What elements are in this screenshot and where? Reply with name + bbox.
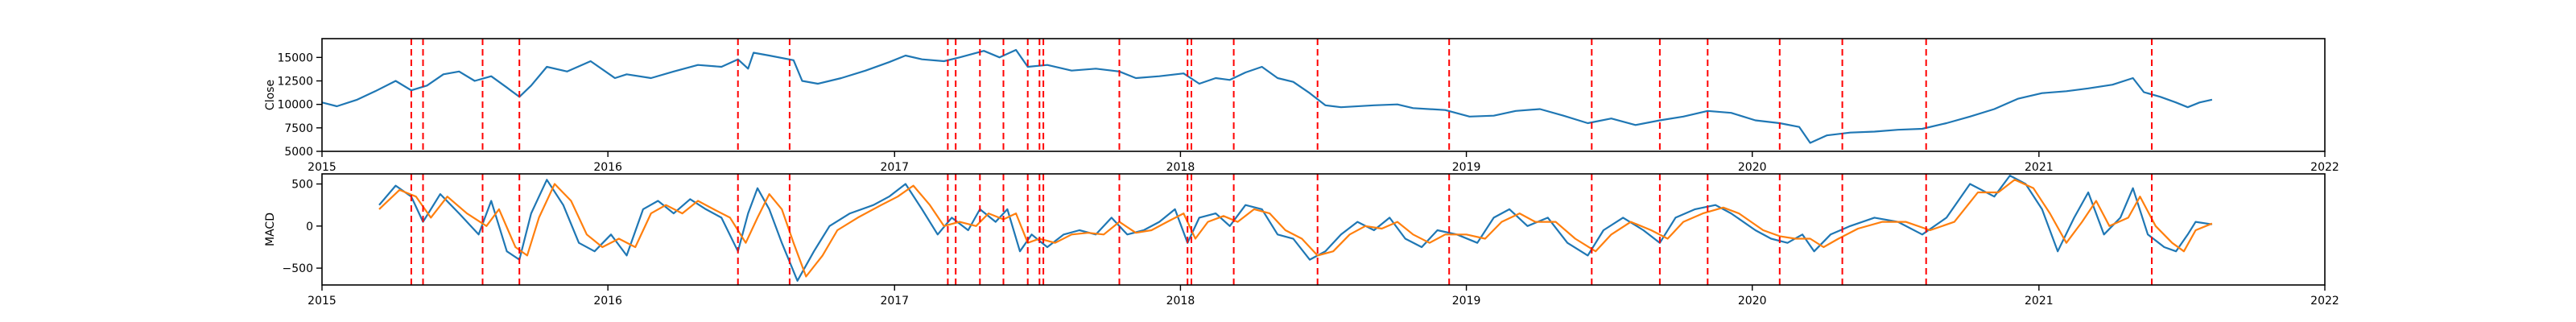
series-line-0 xyxy=(378,175,2213,282)
x-tick-label: 2015 xyxy=(308,295,336,308)
x-tick-label: 2017 xyxy=(880,295,909,308)
y-tick-label: 0 xyxy=(306,221,313,233)
series-line-0 xyxy=(322,48,2213,144)
x-tick-label: 2016 xyxy=(593,161,622,174)
plot-area xyxy=(322,39,2213,151)
plot-area xyxy=(378,174,2213,285)
y-tick-label: −500 xyxy=(283,262,313,275)
axes-frame xyxy=(321,38,2326,152)
x-tick-label: 2019 xyxy=(1452,295,1481,308)
x-tick-label: 2020 xyxy=(1738,295,1767,308)
x-tick-label: 2021 xyxy=(2025,161,2054,174)
x-tick-label: 2017 xyxy=(880,161,909,174)
close-price-panel: 2015 2016 2017 2018 2019 2020 2021 2022 5000 7500… xyxy=(264,38,2339,174)
y-tick-label: 12500 xyxy=(277,76,313,89)
axes-frame xyxy=(321,173,2326,286)
x-tick-label: 2019 xyxy=(1452,161,1481,174)
y-tick-label: 10000 xyxy=(277,99,313,112)
y-axis-label: Close xyxy=(264,80,277,110)
x-tick-label: 2022 xyxy=(2310,161,2339,174)
y-tick-label: 5000 xyxy=(284,146,313,159)
x-tick-label: 2021 xyxy=(2025,295,2054,308)
x-tick-label: 2018 xyxy=(1166,161,1195,174)
y-tick-label: 15000 xyxy=(277,52,313,64)
x-tick-label: 2016 xyxy=(593,295,622,308)
y-tick-label: 7500 xyxy=(284,122,313,135)
x-tick-label: 2015 xyxy=(308,161,336,174)
y-axis-label: MACD xyxy=(264,213,277,246)
series-line-1 xyxy=(378,179,2213,278)
x-tick-label: 2022 xyxy=(2310,295,2339,308)
x-tick-label: 2018 xyxy=(1166,295,1195,308)
x-tick-label: 2020 xyxy=(1738,161,1767,174)
y-tick-label: 500 xyxy=(291,179,313,192)
macd-panel: 2015 2016 2017 2018 2019 2020 2021 2022 −500 0 500… xyxy=(264,173,2339,308)
